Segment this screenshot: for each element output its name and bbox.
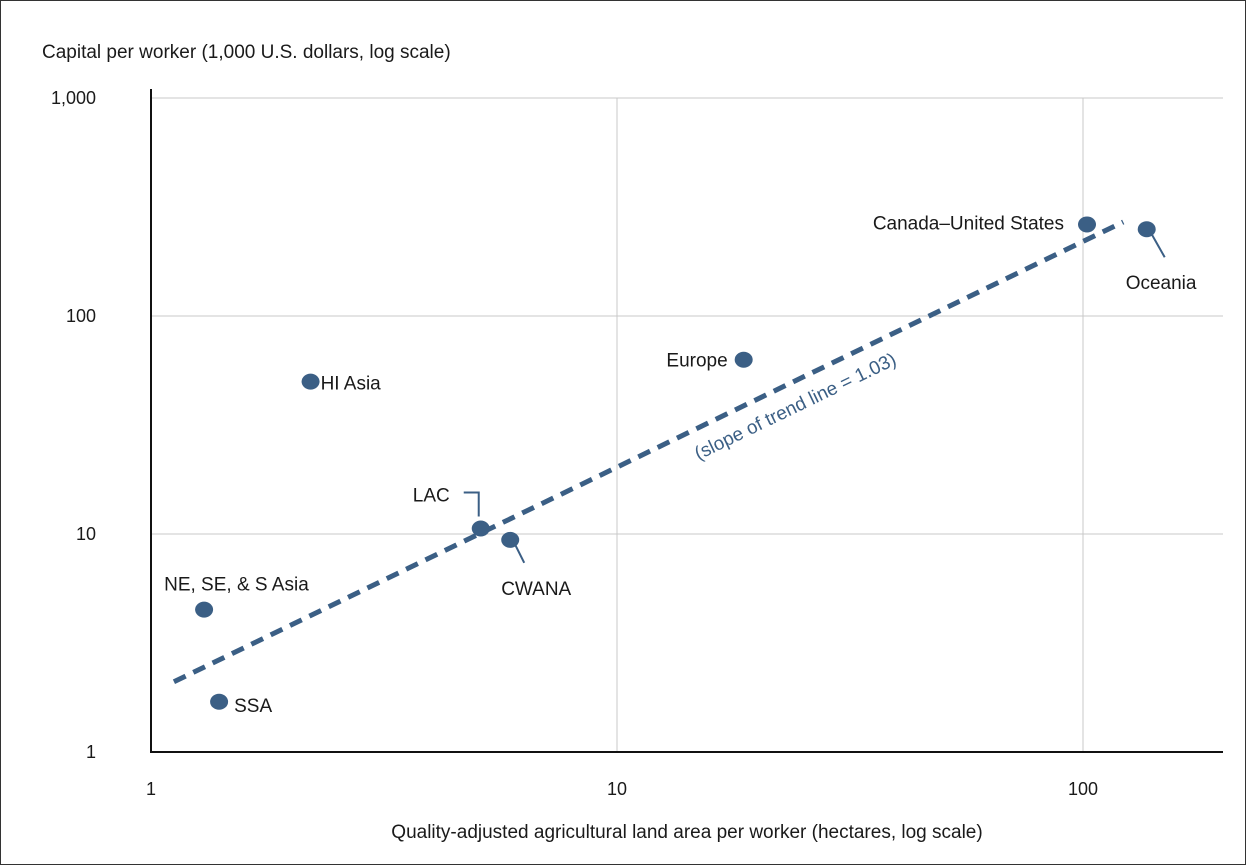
y-tick-label: 1 <box>86 742 96 762</box>
point-label: HI Asia <box>321 374 382 395</box>
data-point <box>301 373 320 390</box>
y-tick-label: 100 <box>66 306 96 326</box>
trend-line <box>172 219 1125 685</box>
point-label: Europe <box>666 351 727 372</box>
grid <box>151 97 1223 752</box>
x-tick-label: 1 <box>146 779 156 799</box>
point-label: SSA <box>234 696 272 717</box>
leader-lines <box>463 233 1166 564</box>
tick-labels: 1 10 100 1,000 1 10 100 <box>51 88 1098 799</box>
point-label: LAC <box>413 485 450 506</box>
data-point <box>734 351 753 368</box>
data-point <box>210 693 229 710</box>
point-labels: HI Asia NE, SE, & S Asia SSA LAC CWANA Europe… <box>164 213 1197 716</box>
point-label: NE, SE, & S Asia <box>164 575 309 596</box>
data-point <box>1078 216 1097 233</box>
data-point <box>1137 221 1156 238</box>
point-label: Canada–United States <box>873 213 1064 234</box>
x-tick-label: 10 <box>607 779 627 799</box>
leader-line <box>514 544 526 564</box>
leader-line <box>1150 233 1166 258</box>
y-tick-label: 1,000 <box>51 88 96 108</box>
axes <box>150 89 1223 753</box>
data-point <box>471 520 490 537</box>
data-points <box>195 216 1156 710</box>
data-point <box>195 601 214 618</box>
leader-line <box>463 491 480 517</box>
y-tick-label: 10 <box>76 524 96 544</box>
x-axis-title: Quality-adjusted agricultural land area … <box>391 822 982 843</box>
x-tick-label: 100 <box>1068 779 1098 799</box>
point-label: CWANA <box>501 579 571 600</box>
point-label: Oceania <box>1126 273 1197 294</box>
data-point <box>501 531 520 548</box>
y-axis-title: Capital per worker (1,000 U.S. dollars, … <box>42 42 451 63</box>
